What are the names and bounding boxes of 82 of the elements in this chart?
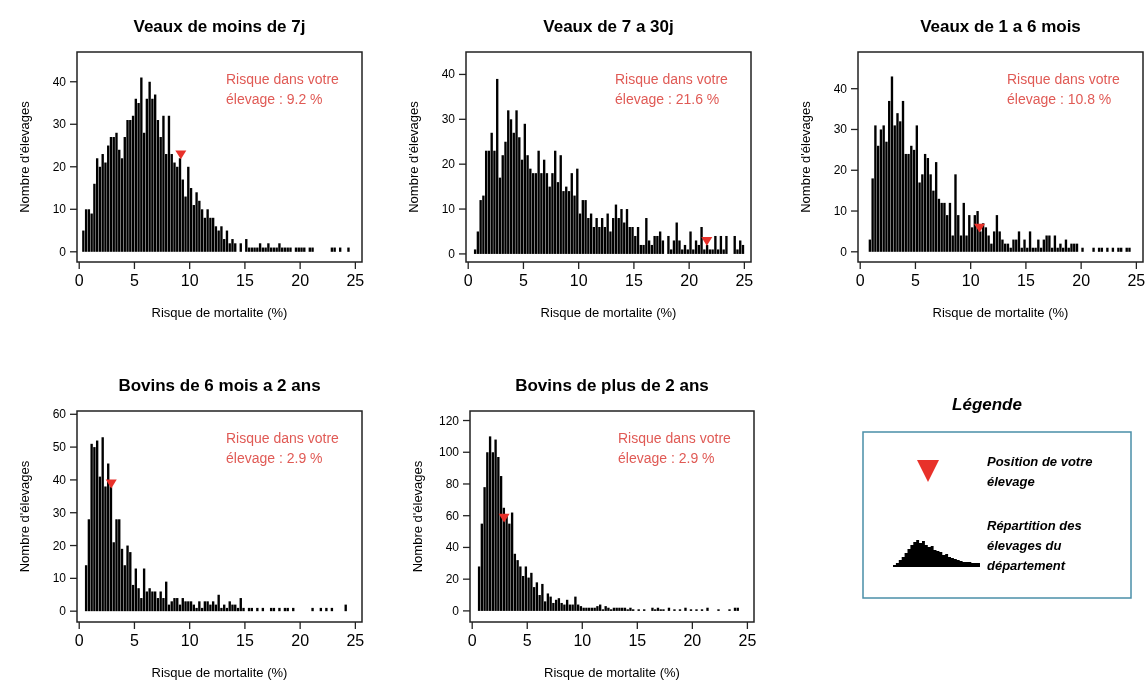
y-axis-title: Nombre d'élevages <box>406 100 421 213</box>
chart-title: Veaux de moins de 7j <box>133 17 306 36</box>
y-tick-label: 20 <box>833 163 848 178</box>
x-tick-label: 5 <box>129 272 139 289</box>
x-tick-label: 5 <box>910 272 920 289</box>
y-tick-label: 0 <box>452 603 460 618</box>
x-tick-label: 0 <box>855 272 865 289</box>
y-tick-label: 80 <box>445 476 460 491</box>
x-tick-label: 20 <box>291 272 310 289</box>
y-tick-label: 60 <box>445 508 460 523</box>
x-tick-label: 10 <box>569 272 588 289</box>
text: Répartition des élevages du département <box>987 518 1082 573</box>
y-tick-label: 10 <box>52 571 67 586</box>
y-tick-label: 30 <box>52 117 67 132</box>
x-tick-label: 25 <box>1127 272 1146 289</box>
x-tick-label: 0 <box>463 272 473 289</box>
x-tick-label: 15 <box>628 632 647 649</box>
y-tick-label: 0 <box>59 244 67 259</box>
y-tick-label: 60 <box>52 407 67 422</box>
y-tick-label: 100 <box>438 445 460 460</box>
x-tick-label: 0 <box>74 272 84 289</box>
y-tick-label: 50 <box>52 440 67 455</box>
y-tick-label: 20 <box>445 572 460 587</box>
x-tick-label: 20 <box>1072 272 1091 289</box>
y-tick-label: 20 <box>52 159 67 174</box>
x-tick-label: 20 <box>680 272 699 289</box>
annotation: Risque dans votre élevage : 21.6 % <box>615 71 729 107</box>
y-tick-label: 40 <box>441 67 456 82</box>
chart-title: Bovins de plus de 2 ans <box>515 376 709 395</box>
chart-title: Bovins de 6 mois a 2 ans <box>118 376 321 395</box>
x-axis-title: Risque de mortalite (%) <box>151 305 288 320</box>
x-tick-label: 25 <box>346 272 365 289</box>
y-tick-label: 30 <box>441 112 456 127</box>
y-axis-title: Nombre d'élevages <box>17 100 32 213</box>
annotation: Risque dans votre élevage : 2.9 % <box>618 430 732 466</box>
y-tick-label: 40 <box>445 540 460 555</box>
x-tick-label: 5 <box>522 632 532 649</box>
x-tick-label: 5 <box>518 272 528 289</box>
y-tick-label: 40 <box>833 81 848 96</box>
text: Légende <box>952 395 1022 414</box>
y-tick-label: 120 <box>438 413 460 428</box>
x-tick-label: 0 <box>467 632 477 649</box>
y-tick-label: 10 <box>52 202 67 217</box>
x-axis-title: Risque de mortalite (%) <box>540 305 677 320</box>
annotation: Risque dans votre élevage : 9.2 % <box>226 71 340 107</box>
annotation: Risque dans votre élevage : 10.8 % <box>1007 71 1121 107</box>
y-tick-label: 40 <box>52 472 67 487</box>
chart-title: Veaux de 7 a 30j <box>543 17 674 36</box>
x-tick-label: 25 <box>346 632 365 649</box>
y-axis-title: Nombre d'élevages <box>17 460 32 573</box>
x-tick-label: 25 <box>738 632 757 649</box>
y-axis-title: Nombre d'élevages <box>798 100 813 213</box>
x-tick-label: 10 <box>180 632 199 649</box>
text: Position de votre élevage <box>987 454 1093 489</box>
x-tick-label: 15 <box>236 272 254 289</box>
x-tick-label: 20 <box>683 632 702 649</box>
x-axis-title: Risque de mortalite (%) <box>932 305 1069 320</box>
x-tick-label: 20 <box>291 632 310 649</box>
y-tick-label: 0 <box>59 604 67 619</box>
x-axis-title: Risque de mortalite (%) <box>544 665 680 680</box>
x-axis-title: Risque de mortalite (%) <box>151 665 288 680</box>
x-tick-label: 5 <box>129 632 139 649</box>
y-tick-label: 0 <box>840 244 848 259</box>
x-tick-label: 15 <box>1017 272 1035 289</box>
y-tick-label: 30 <box>52 505 67 520</box>
x-tick-label: 15 <box>236 632 254 649</box>
x-tick-label: 25 <box>735 272 754 289</box>
chart-title: Veaux de 1 a 6 mois <box>920 17 1081 36</box>
y-tick-label: 10 <box>441 202 456 217</box>
x-tick-label: 10 <box>573 632 592 649</box>
x-tick-label: 0 <box>74 632 84 649</box>
y-tick-label: 30 <box>833 122 848 137</box>
annotation: Risque dans votre élevage : 2.9 % <box>226 430 340 466</box>
y-tick-label: 10 <box>833 204 848 219</box>
x-tick-label: 10 <box>180 272 199 289</box>
y-tick-label: 40 <box>52 74 67 89</box>
y-tick-label: 20 <box>52 538 67 553</box>
x-tick-label: 10 <box>961 272 980 289</box>
y-tick-label: 20 <box>441 157 456 172</box>
y-axis-title: Nombre d'élevages <box>410 460 425 573</box>
y-tick-label: 0 <box>448 246 456 261</box>
x-tick-label: 15 <box>625 272 643 289</box>
